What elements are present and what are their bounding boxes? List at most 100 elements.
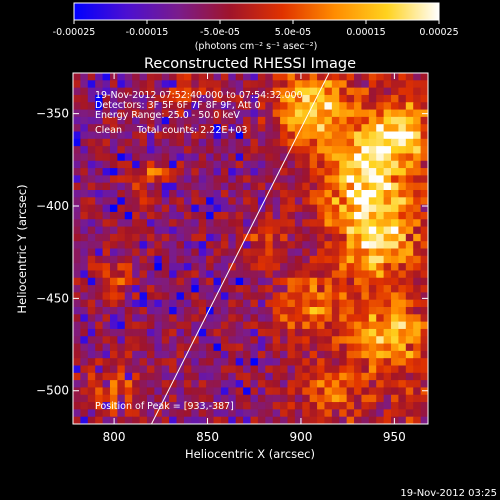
heatmap-cell — [331, 314, 340, 323]
heatmap-cell — [102, 124, 111, 133]
heatmap-cell — [413, 190, 422, 198]
heatmap-cell — [398, 343, 407, 352]
heatmap-cell — [398, 233, 407, 242]
heatmap-cell — [73, 292, 81, 301]
heatmap-cell — [339, 233, 348, 242]
heatmap-cell — [257, 182, 266, 191]
heatmap-cell — [243, 197, 252, 206]
heatmap-cell — [287, 343, 296, 352]
heatmap-cell — [346, 219, 355, 228]
heatmap-cell — [324, 182, 333, 191]
heatmap-cell — [235, 365, 244, 374]
heatmap-cell — [73, 73, 81, 81]
heatmap-cell — [376, 416, 385, 424]
heatmap-cell — [80, 307, 89, 315]
heatmap-cell — [309, 241, 318, 250]
heatmap-cell — [183, 307, 192, 315]
heatmap-cell — [146, 336, 155, 345]
heatmap-cell — [368, 387, 377, 396]
heatmap-cell — [331, 263, 340, 272]
heatmap-cell — [132, 350, 141, 359]
heatmap-cell — [206, 263, 215, 272]
heatmap-cell — [405, 124, 414, 133]
heatmap-cell — [95, 402, 104, 410]
heatmap-cell — [176, 226, 185, 235]
heatmap-cell — [339, 94, 348, 103]
heatmap-cell — [243, 87, 252, 96]
heatmap-cell — [154, 138, 163, 147]
heatmap-cell — [354, 328, 363, 337]
heatmap-cell — [324, 175, 333, 184]
heatmap-cell — [183, 394, 192, 403]
heatmap-cell — [383, 116, 392, 125]
heatmap-cell — [176, 124, 185, 133]
heatmap-cell — [102, 182, 111, 191]
heatmap-cell — [294, 160, 303, 169]
heatmap-cell — [87, 255, 96, 264]
heatmap-cell — [213, 138, 222, 147]
heatmap-cell — [280, 87, 289, 96]
heatmap-cell — [73, 153, 81, 162]
colorbar-tick-label: -0.00025 — [53, 27, 96, 38]
heatmap-cell — [124, 219, 133, 228]
heatmap-cell — [354, 409, 363, 418]
heatmap-cell — [109, 372, 118, 381]
heatmap-cell — [368, 168, 377, 176]
heatmap-cell — [146, 277, 155, 286]
heatmap-cell — [257, 328, 266, 337]
heatmap-cell — [324, 394, 333, 403]
heatmap-cell — [420, 314, 428, 323]
heatmap-cell — [206, 138, 215, 147]
heatmap-cell — [294, 285, 303, 293]
heatmap-cell — [294, 394, 303, 403]
heatmap-cell — [339, 409, 348, 418]
heatmap-cell — [243, 211, 252, 220]
heatmap-cell — [280, 204, 289, 213]
heatmap-cell — [346, 131, 355, 140]
heatmap-cell — [176, 387, 185, 396]
heatmap-cell — [161, 102, 170, 111]
heatmap-cell — [324, 270, 333, 279]
heatmap-cell — [169, 124, 178, 133]
heatmap-cell — [317, 255, 326, 264]
heatmap-cell — [169, 365, 178, 374]
heatmap-cell — [169, 226, 178, 235]
heatmap-cell — [331, 380, 340, 389]
heatmap-cell — [346, 299, 355, 308]
heatmap-cell — [95, 204, 104, 213]
heatmap-cell — [272, 226, 281, 235]
heatmap-cell — [80, 116, 89, 125]
heatmap-cell — [198, 277, 207, 286]
heatmap-cell — [398, 73, 407, 81]
heatmap-cell — [102, 285, 111, 293]
heatmap-cell — [391, 175, 400, 184]
heatmap-cell — [139, 153, 148, 162]
heatmap-cell — [124, 109, 133, 118]
heatmap-cell — [398, 190, 407, 198]
heatmap-cell — [405, 328, 414, 337]
heatmap-cell — [206, 131, 215, 140]
heatmap-cell — [309, 190, 318, 198]
heatmap-cell — [95, 226, 104, 235]
heatmap-cell — [220, 307, 229, 315]
heatmap-cell — [183, 321, 192, 330]
heatmap-cell — [324, 116, 333, 125]
heatmap-cell — [302, 175, 311, 184]
heatmap-cell — [398, 409, 407, 418]
heatmap-cell — [117, 124, 126, 133]
heatmap-cell — [265, 138, 274, 147]
heatmap-cell — [302, 409, 311, 418]
heatmap-cell — [250, 387, 259, 396]
heatmap-cell — [354, 358, 363, 367]
heatmap-cell — [250, 80, 259, 89]
heatmap-cell — [132, 270, 141, 279]
heatmap-cell — [302, 211, 311, 220]
heatmap-cell — [368, 285, 377, 293]
heatmap-cell — [294, 197, 303, 206]
heatmap-cell — [405, 277, 414, 286]
heatmap-cell — [302, 416, 311, 424]
heatmap-cell — [139, 80, 148, 89]
heatmap-cell — [73, 387, 81, 396]
heatmap-cell — [405, 263, 414, 272]
heatmap-cell — [331, 365, 340, 374]
